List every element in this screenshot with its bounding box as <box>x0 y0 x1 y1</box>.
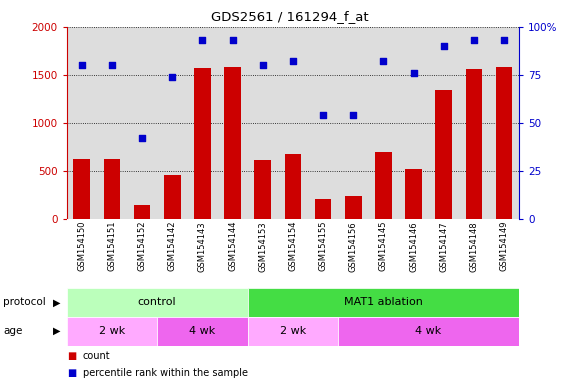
Bar <box>248 317 338 346</box>
Bar <box>67 317 157 346</box>
Text: protocol: protocol <box>3 297 46 308</box>
Text: 4 wk: 4 wk <box>189 326 216 336</box>
Bar <box>405 169 422 219</box>
Text: age: age <box>3 326 22 336</box>
Text: GSM154147: GSM154147 <box>439 221 448 271</box>
Bar <box>104 159 120 219</box>
Bar <box>466 69 482 219</box>
Point <box>258 62 267 68</box>
Bar <box>134 205 150 219</box>
Text: GSM154144: GSM154144 <box>228 221 237 271</box>
Bar <box>375 152 392 219</box>
Text: GSM154142: GSM154142 <box>168 221 177 271</box>
Bar <box>255 161 271 219</box>
Bar <box>436 90 452 219</box>
Text: 2 wk: 2 wk <box>280 326 306 336</box>
Point <box>318 112 328 118</box>
Bar <box>285 154 301 219</box>
Point <box>379 58 388 65</box>
Text: GSM154155: GSM154155 <box>318 221 328 271</box>
Point <box>77 62 86 68</box>
Text: count: count <box>83 351 111 361</box>
Bar <box>194 68 211 219</box>
Text: GSM154152: GSM154152 <box>137 221 147 271</box>
Bar <box>157 317 248 346</box>
Bar <box>224 67 241 219</box>
Text: MAT1 ablation: MAT1 ablation <box>344 297 423 308</box>
Point <box>168 74 177 80</box>
Text: GSM154156: GSM154156 <box>349 221 358 271</box>
Text: GSM154148: GSM154148 <box>469 221 478 271</box>
Text: ▶: ▶ <box>53 326 60 336</box>
Point <box>409 70 418 76</box>
Bar <box>67 288 248 317</box>
Text: ▶: ▶ <box>53 297 60 308</box>
Text: GSM154150: GSM154150 <box>77 221 86 271</box>
Point <box>137 135 147 141</box>
Bar <box>164 175 180 219</box>
Text: ■: ■ <box>67 368 76 378</box>
Bar <box>496 67 512 219</box>
Text: GSM154146: GSM154146 <box>409 221 418 271</box>
Bar <box>248 288 519 317</box>
Point <box>198 37 207 43</box>
Point <box>469 37 478 43</box>
Point <box>499 37 509 43</box>
Point <box>288 58 298 65</box>
Bar <box>315 199 331 219</box>
Point <box>107 62 117 68</box>
Text: GSM154143: GSM154143 <box>198 221 207 271</box>
Text: GSM154149: GSM154149 <box>499 221 509 271</box>
Bar <box>338 317 519 346</box>
Text: GDS2561 / 161294_f_at: GDS2561 / 161294_f_at <box>211 10 369 23</box>
Text: 2 wk: 2 wk <box>99 326 125 336</box>
Text: GSM154151: GSM154151 <box>107 221 117 271</box>
Text: 4 wk: 4 wk <box>415 326 442 336</box>
Point <box>228 37 237 43</box>
Point <box>349 112 358 118</box>
Text: GSM154153: GSM154153 <box>258 221 267 271</box>
Bar <box>74 159 90 219</box>
Text: GSM154145: GSM154145 <box>379 221 388 271</box>
Text: GSM154154: GSM154154 <box>288 221 298 271</box>
Text: control: control <box>138 297 176 308</box>
Point <box>439 43 448 49</box>
Text: percentile rank within the sample: percentile rank within the sample <box>83 368 248 378</box>
Bar <box>345 196 361 219</box>
Text: ■: ■ <box>67 351 76 361</box>
